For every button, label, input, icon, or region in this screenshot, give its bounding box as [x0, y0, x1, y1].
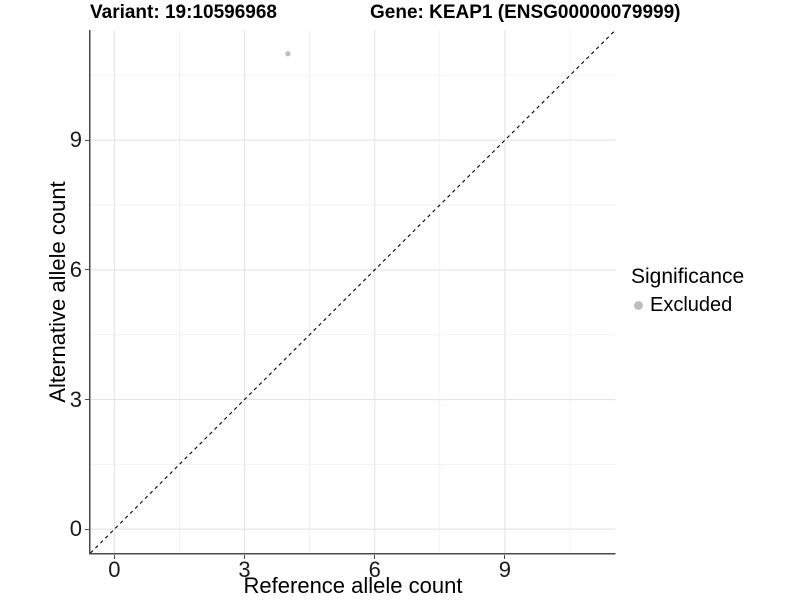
x-tick-label: 0 — [108, 557, 121, 582]
y-tick-mark — [84, 528, 89, 530]
x-tick-mark — [113, 554, 115, 559]
plot-panel — [89, 30, 617, 556]
x-tick-mark — [244, 554, 246, 559]
y-tick-label: 3 — [69, 386, 82, 412]
legend: Significance Excluded — [631, 265, 744, 317]
x-tick-mark — [504, 554, 506, 559]
y-tick-mark — [84, 269, 89, 271]
legend-item-excluded: Excluded — [631, 293, 744, 317]
identity-reference-line — [90, 30, 616, 554]
gene-title: Gene: KEAP1 (ENSG00000079999) — [370, 2, 681, 23]
y-tick-label: 0 — [69, 516, 82, 542]
x-axis-title: Reference allele count — [243, 573, 463, 598]
plot-area-svg — [89, 30, 616, 555]
legend-items: Excluded — [631, 293, 744, 317]
y-tick-label: 6 — [69, 256, 82, 282]
legend-point-icon — [634, 300, 643, 310]
x-tick-label: 9 — [498, 557, 511, 582]
legend-title: Significance — [631, 265, 745, 288]
y-tick-label: 9 — [69, 127, 82, 153]
y-tick-mark — [84, 139, 89, 141]
variant-title: Variant: 19:10596968 — [90, 2, 277, 23]
x-tick-label: 6 — [368, 557, 381, 582]
y-axis-title: Alternative allele count — [45, 181, 70, 403]
y-tick-mark — [84, 399, 89, 401]
x-tick-mark — [374, 554, 376, 559]
x-tick-label: 3 — [238, 557, 251, 582]
data-point-excluded — [285, 51, 291, 57]
legend-item-label: Excluded — [650, 293, 733, 316]
